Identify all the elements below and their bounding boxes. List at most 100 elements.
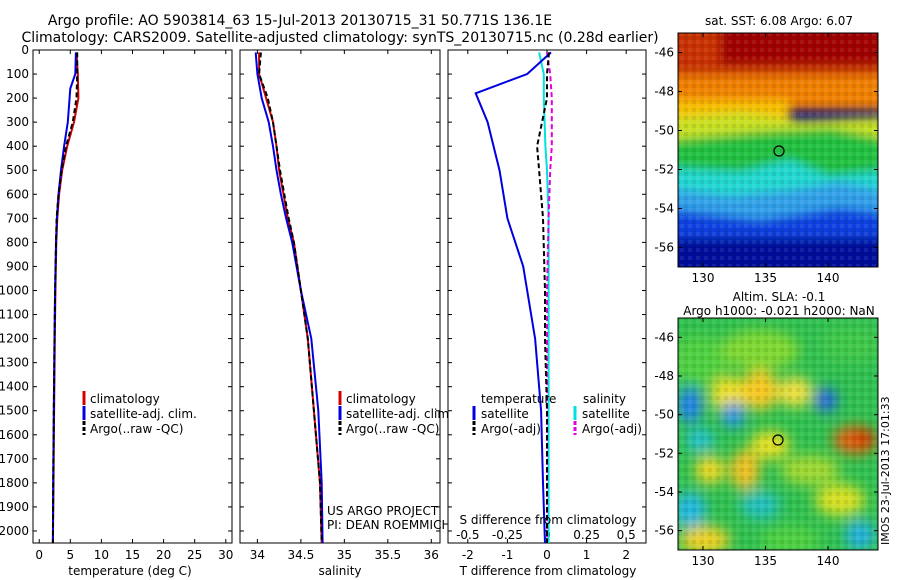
lat-tick-label: -52 [654,446,674,460]
salinity-series [254,52,324,544]
x-tick-label: -1 [501,548,513,562]
legend-label-argo: Argo(..raw -QC) [90,422,183,436]
depth-tick-label: 1400 [0,380,29,394]
depth-tick-label: 300 [6,115,29,129]
temperature-series [51,52,80,544]
sla-lat-ticks: -46 -48 -50 -52 -54 -56 [654,330,878,538]
lat-tick-label: -54 [654,202,674,216]
salinity-panel: 34 34.5 35 35.5 36 salinity climatology sate… [239,49,453,578]
lat-tick-label: -50 [654,408,674,422]
depth-tick-label: 500 [6,163,29,177]
lat-tick-label: -52 [654,163,674,177]
x-tick-label: 0 [35,548,43,562]
t-difference-label: T difference from climatology [459,564,637,578]
x-tick-label: 34 [250,548,265,562]
legend-title-salinity: salinity [583,392,626,406]
legend-title-temperature: temperature [481,392,556,406]
depth-tick-label: 1800 [0,476,29,490]
s-tick-label: -0.5 [456,528,479,542]
depth-tick-label: 200 [6,91,29,105]
sst-map-frame [677,32,879,268]
x-tick-label: 2 [622,548,630,562]
depth-tick-label: 400 [6,139,29,153]
x-tick-label: -2 [462,548,474,562]
series-line-argo-raw-qc- [51,52,79,544]
salinity-xlabel: salinity [318,564,361,578]
lat-tick-label: -46 [654,330,674,344]
difference-s-ticks: -0.5 -0.25 0 0.25 0.5 [456,528,636,542]
temperature-panel: 0 100 200 300 400 500 600 700 800 900 1000 1100 1200… [0,43,233,578]
depth-tick-label: 1200 [0,332,29,346]
series-line-satellite [538,52,550,543]
salinity-depth-ticks [240,49,440,532]
salinity-x-ticks: 34 34.5 35 35.5 36 [250,50,439,562]
sla-lon-ticks: 130 135 140 [692,318,840,568]
s-tick-label: 0.5 [617,528,636,542]
x-tick-label: 35.5 [374,548,401,562]
depth-tick-label: 1500 [0,404,29,418]
legend-label-s-argo: Argo(-adj) [582,422,642,436]
temperature-axes-box [32,49,233,544]
depth-tick-label: 700 [6,211,29,225]
salinity-legend: climatology satellite-adj. clim. Argo(..… [338,391,453,436]
sla-map-frame [677,317,879,551]
lat-tick-label: -50 [654,124,674,138]
x-tick-label: 34.5 [288,548,315,562]
lat-tick-label: -46 [654,46,674,60]
imos-timestamp: IMOS 23-Jul-2013 17:01:33 [879,396,892,545]
legend-label-satellite: satellite-adj. clim. [90,407,197,421]
sla-map-subtitle: Argo h1000: -0.021 h2000: NaN [683,304,875,318]
s-difference-label: S difference from climatology [460,513,637,527]
series-line-satellite-adj-clim- [254,52,324,544]
depth-tick-label: 1900 [0,500,29,514]
lat-tick-label: -48 [654,369,674,383]
x-tick-label: 25 [187,548,202,562]
series-line-satellite [474,51,552,544]
x-tick-label: 1 [583,548,591,562]
temperature-legend: climatology satellite-adj. clim. Argo(..… [82,391,197,436]
lon-tick-label: 130 [692,554,715,568]
figure-title-line2: Climatology: CARS2009. Satellite-adjuste… [21,30,658,46]
depth-tick-label: 900 [6,259,29,273]
lat-tick-label: -54 [654,485,674,499]
s-tick-label: 0.25 [573,528,600,542]
difference-series [474,51,553,544]
depth-tick-label: 100 [6,67,29,81]
depth-tick-label: 1600 [0,428,29,442]
lon-tick-label: 135 [754,554,777,568]
lat-tick-label: -48 [654,85,674,99]
sst-map-title: sat. SST: 6.08 Argo: 6.07 [705,14,853,28]
depth-tick-label: 800 [6,235,29,249]
depth-tick-label: 1100 [0,308,29,322]
depth-tick-label: 1000 [0,283,29,297]
lat-tick-label: -56 [654,241,674,255]
series-line-argo-raw-qc- [258,52,323,544]
depth-tick-label: 600 [6,187,29,201]
depth-tick-label: 2000 [0,524,29,538]
x-tick-label: 20 [156,548,171,562]
credit-project: US ARGO PROJECT [327,504,439,518]
s-tick-label: -0.25 [492,528,523,542]
difference-legend: temperature satellite Argo(-adj) salinit… [472,392,642,436]
salinity-axes-box [239,49,441,544]
lon-tick-label: 140 [817,271,840,285]
temperature-x-ticks: 0 5 10 15 20 25 30 [35,50,233,562]
lon-tick-label: 140 [817,554,840,568]
x-tick-label: 10 [94,548,109,562]
figure-title-line1: Argo profile: AO 5903814_63 15-Jul-2013 … [48,13,552,29]
sst-map-panel: sat. SST: 6.08 Argo: 6.07 [654,14,879,285]
difference-depth-ticks [448,49,646,532]
x-tick-label: 36 [424,548,439,562]
temperature-xlabel: temperature (deg C) [68,564,191,578]
sst-lon-ticks: 130 135 140 [692,33,840,285]
x-tick-label: 30 [218,548,233,562]
temperature-depth-ticks: 0 100 200 300 400 500 600 700 800 900 1000 1100 1200… [0,43,232,538]
depth-tick-label: 1300 [0,356,29,370]
sla-map-panel: Altim. SLA: -0.1 Argo h1000: -0.021 h200… [654,290,892,568]
x-tick-label: 35 [337,548,352,562]
sst-heatmap [678,33,878,267]
difference-panel: -2 -1 0 1 2 -0.5 -0.25 0 0.25 0.5 S difference f… [447,49,647,578]
legend-label-climatology: climatology [346,392,416,406]
x-tick-label: 5 [66,548,74,562]
